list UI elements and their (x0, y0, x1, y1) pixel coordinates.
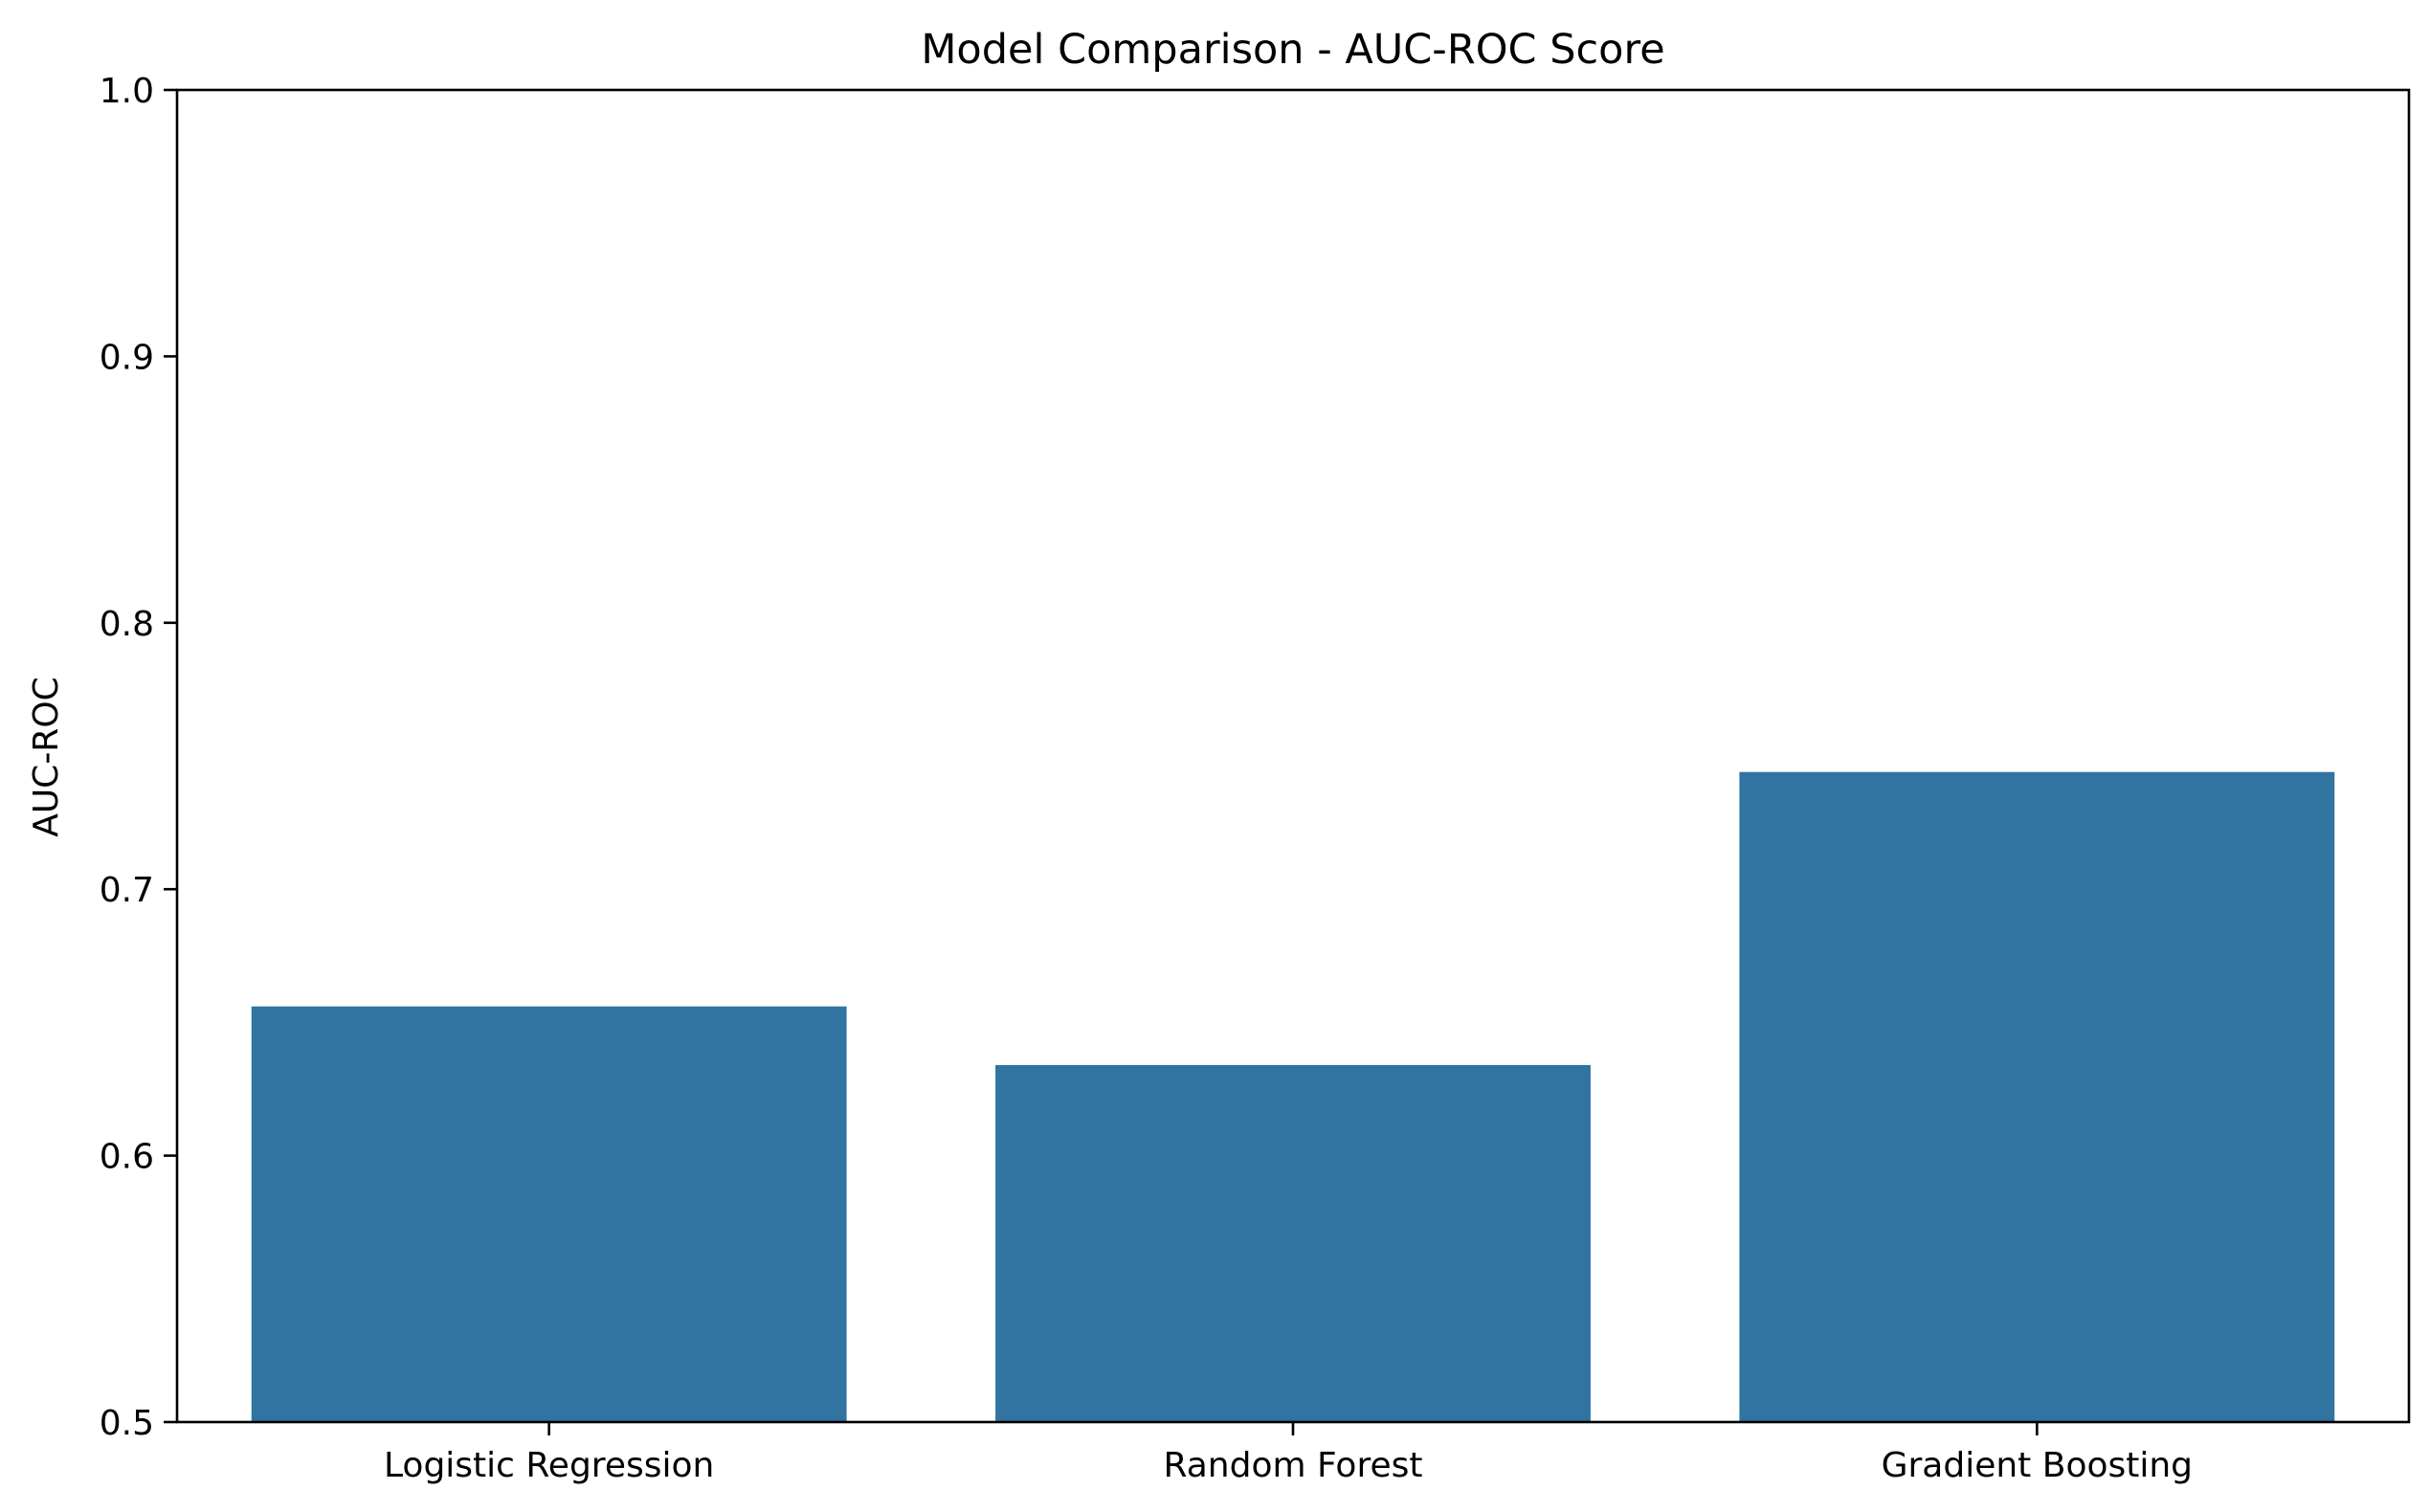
bars-group (251, 771, 2335, 1422)
bar-logistic-regression (251, 1006, 847, 1422)
y-axis-label: AUC-ROC (27, 677, 66, 837)
bar-gradient-boosting (1739, 771, 2335, 1422)
y-tick-label: 0.5 (100, 1404, 154, 1443)
x-tick-label: Random Forest (1164, 1446, 1423, 1485)
y-axis-ticks: 0.5 0.6 0.7 0.8 0.9 1.0 (100, 72, 177, 1443)
x-tick-label: Gradient Boosting (1882, 1446, 2193, 1485)
y-tick-label: 0.8 (100, 605, 154, 644)
plot-frame (175, 88, 2411, 1424)
chart-title: Model Comparison - AUC-ROC Score (921, 26, 1664, 74)
y-tick-label: 0.7 (100, 871, 154, 910)
y-tick-label: 1.0 (100, 72, 154, 111)
bar-random-forest (995, 1064, 1591, 1422)
y-tick-label: 0.6 (100, 1138, 154, 1177)
x-tick-label: Logistic Regression (384, 1446, 714, 1485)
y-tick-label: 0.9 (100, 338, 154, 377)
x-axis-ticks: Logistic Regression Random Forest Gradient… (384, 1422, 2193, 1485)
